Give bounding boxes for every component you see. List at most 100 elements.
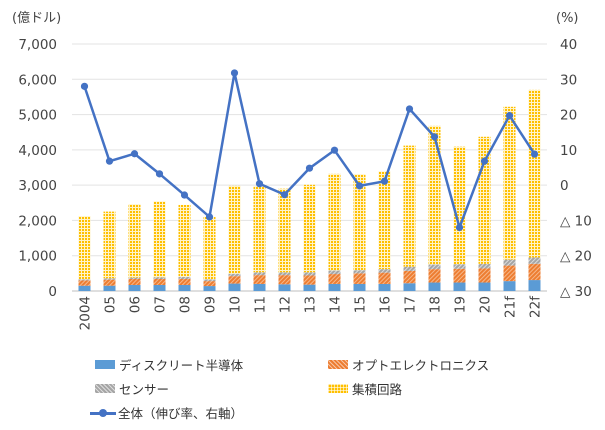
legend-swatch-growth <box>90 408 116 417</box>
bar-sensor <box>378 269 391 273</box>
bar-opto <box>128 279 141 286</box>
axis-labels: 0 1,000 2,000 3,000 4,000 5,000 6,000 7,000 △ 30… <box>18 37 592 330</box>
legend-item-growth: 全体（伸び率、右軸） <box>90 403 243 422</box>
growth-point <box>205 213 214 221</box>
bar-opto <box>503 265 516 282</box>
bar-ic <box>428 125 441 265</box>
x-tick-label: 21f <box>503 295 519 318</box>
bar-sensor <box>428 264 441 270</box>
bar-ic <box>203 216 216 280</box>
x-tick-label: 09 <box>203 296 219 313</box>
legend-label-sensor: センサー <box>119 382 170 397</box>
x-tick-label: 20 <box>478 296 494 313</box>
bar-discrete <box>303 284 316 291</box>
y-right-tick-label: 30 <box>560 72 577 88</box>
bar-opto <box>153 279 166 286</box>
x-tick-label: 06 <box>128 296 144 313</box>
bar-discrete <box>528 280 541 291</box>
bar-ic <box>128 204 141 278</box>
growth-point <box>455 223 464 232</box>
growth-point <box>130 150 139 158</box>
bar-opto <box>278 275 291 285</box>
bar-discrete <box>353 283 366 291</box>
y-left-tick-label: 1,000 <box>18 249 57 265</box>
legend-item-sensor: センサー <box>95 379 169 398</box>
x-tick-label: 08 <box>178 296 194 313</box>
growth-point <box>430 133 439 141</box>
y-left-tick-label: 5,000 <box>18 108 57 124</box>
x-tick-label: 11 <box>253 296 269 313</box>
bar-sensor <box>503 259 516 266</box>
bar-ic <box>328 173 341 271</box>
bar-sensor <box>253 272 266 276</box>
growth-point <box>505 112 514 120</box>
bar-sensor <box>153 277 166 280</box>
growth-point <box>480 157 489 165</box>
x-tick-label: 13 <box>303 296 319 313</box>
bar-ic <box>253 186 266 273</box>
bar-opto <box>203 281 216 287</box>
growth-point <box>280 191 289 199</box>
bar-discrete <box>378 283 391 291</box>
bar-ic <box>178 204 191 277</box>
bar-sensor <box>278 272 291 276</box>
growth-point <box>80 82 89 90</box>
bar-ic <box>78 216 91 280</box>
bar-ic <box>153 201 166 278</box>
legend-swatch-sensor <box>95 384 115 393</box>
x-tick-label: 2004 <box>78 296 94 330</box>
growth-point <box>530 150 539 158</box>
legend-label-discrete: ディスクリート半導体 <box>119 358 244 373</box>
x-tick-label: 07 <box>153 296 169 313</box>
bar-sensor <box>128 277 141 280</box>
right-axis-unit: (%) <box>556 11 579 26</box>
bar-sensor <box>178 276 191 280</box>
bar-discrete <box>503 281 516 291</box>
bar-discrete <box>128 285 141 291</box>
y-left-tick-label: 4,000 <box>18 143 57 159</box>
bar-opto <box>303 275 316 285</box>
bar-ic <box>403 145 416 267</box>
bar-opto <box>453 268 466 283</box>
bar-ic <box>353 174 366 271</box>
growth-point <box>355 182 364 190</box>
bar-opto <box>253 275 266 284</box>
growth-point <box>105 157 114 165</box>
x-tick-label: 05 <box>103 296 119 313</box>
y-left-tick-label: 6,000 <box>18 72 57 88</box>
growth-point <box>180 191 189 199</box>
bar-sensor <box>328 270 341 275</box>
bar-series <box>78 89 541 291</box>
legend-label-ic: 集積回路 <box>352 382 403 397</box>
x-tick-label: 17 <box>403 296 419 313</box>
x-tick-label: 15 <box>353 296 369 313</box>
bar-opto <box>228 276 241 284</box>
y-right-tick-label: △ 20 <box>560 249 592 265</box>
legend-item-discrete: ディスクリート半導体 <box>95 355 243 374</box>
x-tick-label: 16 <box>378 296 394 313</box>
bar-ic <box>453 146 466 265</box>
bar-sensor <box>303 272 316 276</box>
bar-opto <box>428 269 441 283</box>
growth-point <box>405 105 414 113</box>
bar-discrete <box>328 283 341 291</box>
legend-label-growth: 全体（伸び率、右軸） <box>118 406 244 421</box>
growth-line-series <box>80 69 539 232</box>
growth-point <box>255 180 264 188</box>
growth-point <box>230 69 239 77</box>
x-tick-label: 19 <box>453 296 469 313</box>
legend-item-ic: 集積回路 <box>328 379 402 398</box>
y-right-tick-label: 0 <box>560 178 569 194</box>
bar-sensor <box>78 279 91 281</box>
growth-point <box>330 146 339 154</box>
x-tick-label: 14 <box>328 296 344 313</box>
y-left-tick-label: 0 <box>48 284 57 300</box>
bar-sensor <box>103 278 116 280</box>
left-axis-unit: (億ドル) <box>12 10 61 26</box>
legend-label-opto: オプトエレクトロニクス <box>352 358 490 373</box>
bar-opto <box>403 270 416 284</box>
legend-swatch-opto <box>328 360 348 369</box>
x-tick-label: 12 <box>278 296 294 313</box>
legend-swatch-discrete <box>95 360 115 369</box>
